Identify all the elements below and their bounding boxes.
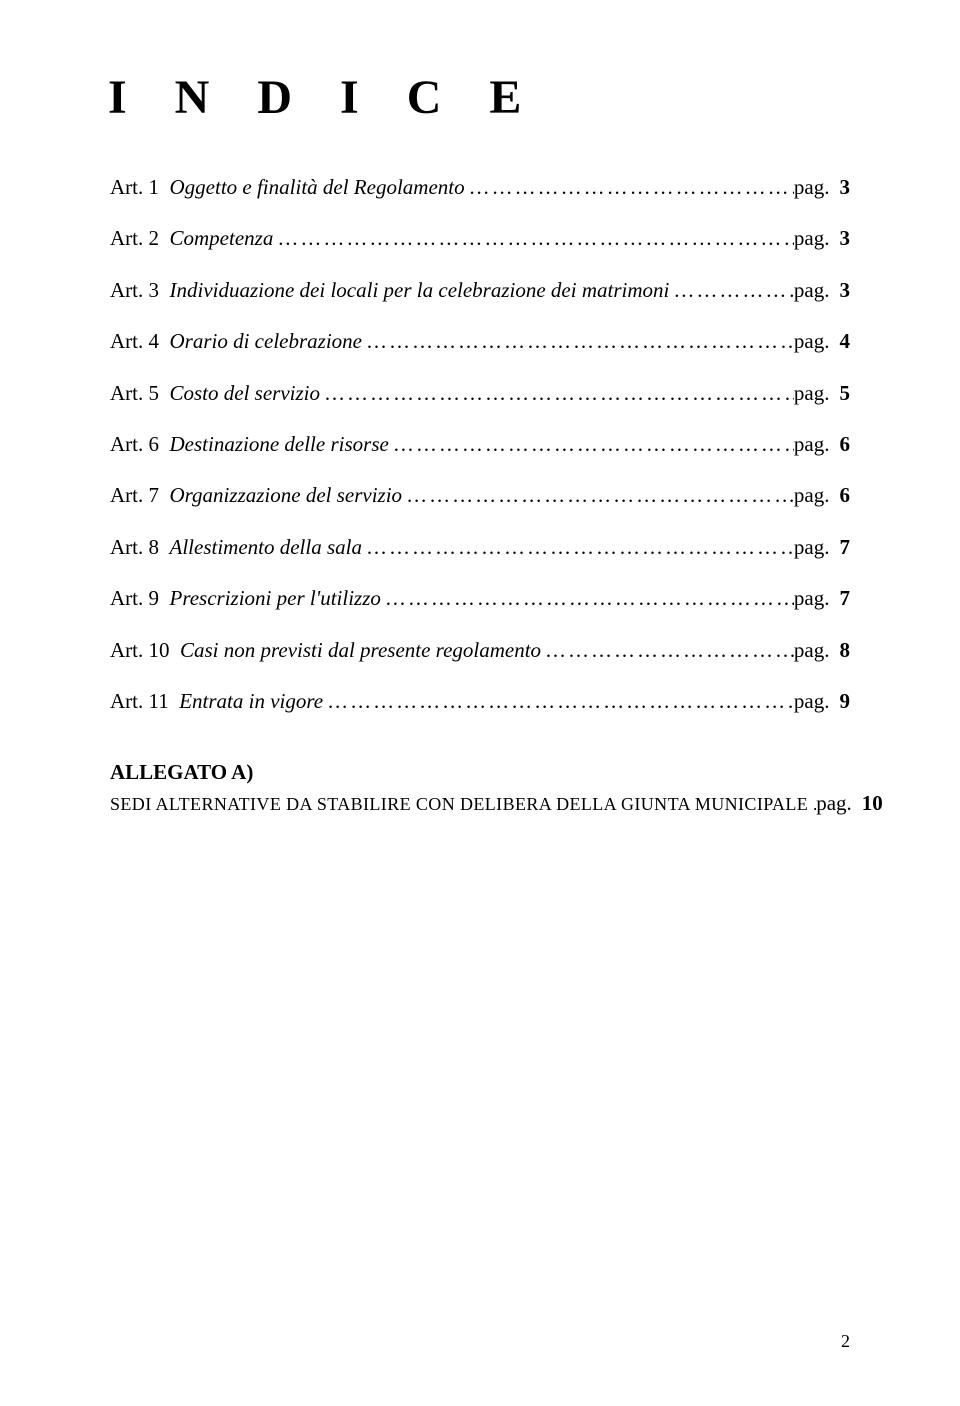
toc-leader-dots: …………………………………………………………………………………………………………… — [669, 276, 794, 305]
toc-page: pag.6 — [794, 430, 850, 459]
toc-row: Art. 8 Allestimento della sala ………………………… — [110, 533, 850, 562]
toc-entry-label: Art. 8 Allestimento della sala — [110, 533, 362, 562]
toc-row: Art. 6 Destinazione delle risorse ………………… — [110, 430, 850, 459]
toc-page: pag.5 — [794, 379, 850, 408]
allegato-heading: ALLEGATO A) — [110, 760, 850, 785]
toc-page: pag.9 — [794, 687, 850, 716]
toc-leader-dots: …………………………………………………………………………………………………………… — [362, 327, 794, 356]
toc-leader-dots: …………………………………………………………………………………………………………… — [465, 173, 794, 202]
allegato-leader-dots: …………………………………………………………………………………………………………… — [808, 794, 816, 815]
toc-page: pag.6 — [794, 481, 850, 510]
toc-page: pag.8 — [794, 636, 850, 665]
toc-entry-label: Art. 10 Casi non previsti dal presente r… — [110, 636, 541, 665]
toc-leader-dots: …………………………………………………………………………………………………………… — [362, 533, 794, 562]
toc-leader-dots: …………………………………………………………………………………………………………… — [402, 481, 794, 510]
allegato-line: SEDI ALTERNATIVE DA STABILIRE CON DELIBE… — [110, 794, 808, 815]
toc-page: pag.3 — [794, 276, 850, 305]
page: I N D I C E Art. 1 Oggetto e finalità de… — [0, 0, 960, 1406]
toc-entry-label: Art. 1 Oggetto e finalità del Regolament… — [110, 173, 465, 202]
toc-entry-label: Art. 9 Prescrizioni per l'utilizzo — [110, 584, 381, 613]
toc-leader-dots: …………………………………………………………………………………………………………… — [273, 224, 794, 253]
toc-entry-label: Art. 6 Destinazione delle risorse — [110, 430, 389, 459]
toc-row: Art. 3 Individuazione dei locali per la … — [110, 276, 850, 305]
allegato-section: ALLEGATO A) SEDI ALTERNATIVE DA STABILIR… — [110, 760, 850, 816]
toc-leader-dots: …………………………………………………………………………………………………………… — [320, 379, 794, 408]
page-number: 2 — [841, 1331, 850, 1352]
toc-entry-label: Art. 3 Individuazione dei locali per la … — [110, 276, 669, 305]
toc-row: Art. 1 Oggetto e finalità del Regolament… — [110, 173, 850, 202]
toc-row: Art. 7 Organizzazione del servizio ……………… — [110, 481, 850, 510]
toc-leader-dots: …………………………………………………………………………………………………………… — [323, 687, 794, 716]
toc-entry-label: Art. 2 Competenza — [110, 224, 273, 253]
toc-row: Art. 2 Competenza …………………………………………………………… — [110, 224, 850, 253]
toc-entry-label: Art. 7 Organizzazione del servizio — [110, 481, 402, 510]
toc-page: pag.3 — [794, 173, 850, 202]
toc-page: pag.7 — [794, 584, 850, 613]
toc-row: Art. 9 Prescrizioni per l'utilizzo ……………… — [110, 584, 850, 613]
toc-entry-label: Art. 5 Costo del servizio — [110, 379, 320, 408]
toc-entry-label: Art. 11 Entrata in vigore — [110, 687, 323, 716]
toc-row: Art. 4 Orario di celebrazione …………………………… — [110, 327, 850, 356]
toc-leader-dots: …………………………………………………………………………………………………………… — [389, 430, 794, 459]
allegato-page: pag.10 — [816, 791, 883, 816]
toc-leader-dots: …………………………………………………………………………………………………………… — [541, 636, 794, 665]
toc-row: Art. 11 Entrata in vigore ……………………………………… — [110, 687, 850, 716]
toc-entry-label: Art. 4 Orario di celebrazione — [110, 327, 362, 356]
page-title: I N D I C E — [108, 70, 850, 125]
toc-row: Art. 10 Casi non previsti dal presente r… — [110, 636, 850, 665]
allegato-row: SEDI ALTERNATIVE DA STABILIRE CON DELIBE… — [110, 791, 850, 816]
toc-page: pag.7 — [794, 533, 850, 562]
toc-page: pag.4 — [794, 327, 850, 356]
toc-page: pag.3 — [794, 224, 850, 253]
toc-leader-dots: …………………………………………………………………………………………………………… — [381, 584, 794, 613]
toc-row: Art. 5 Costo del servizio ……………………………………… — [110, 379, 850, 408]
table-of-contents: Art. 1 Oggetto e finalità del Regolament… — [110, 173, 850, 716]
